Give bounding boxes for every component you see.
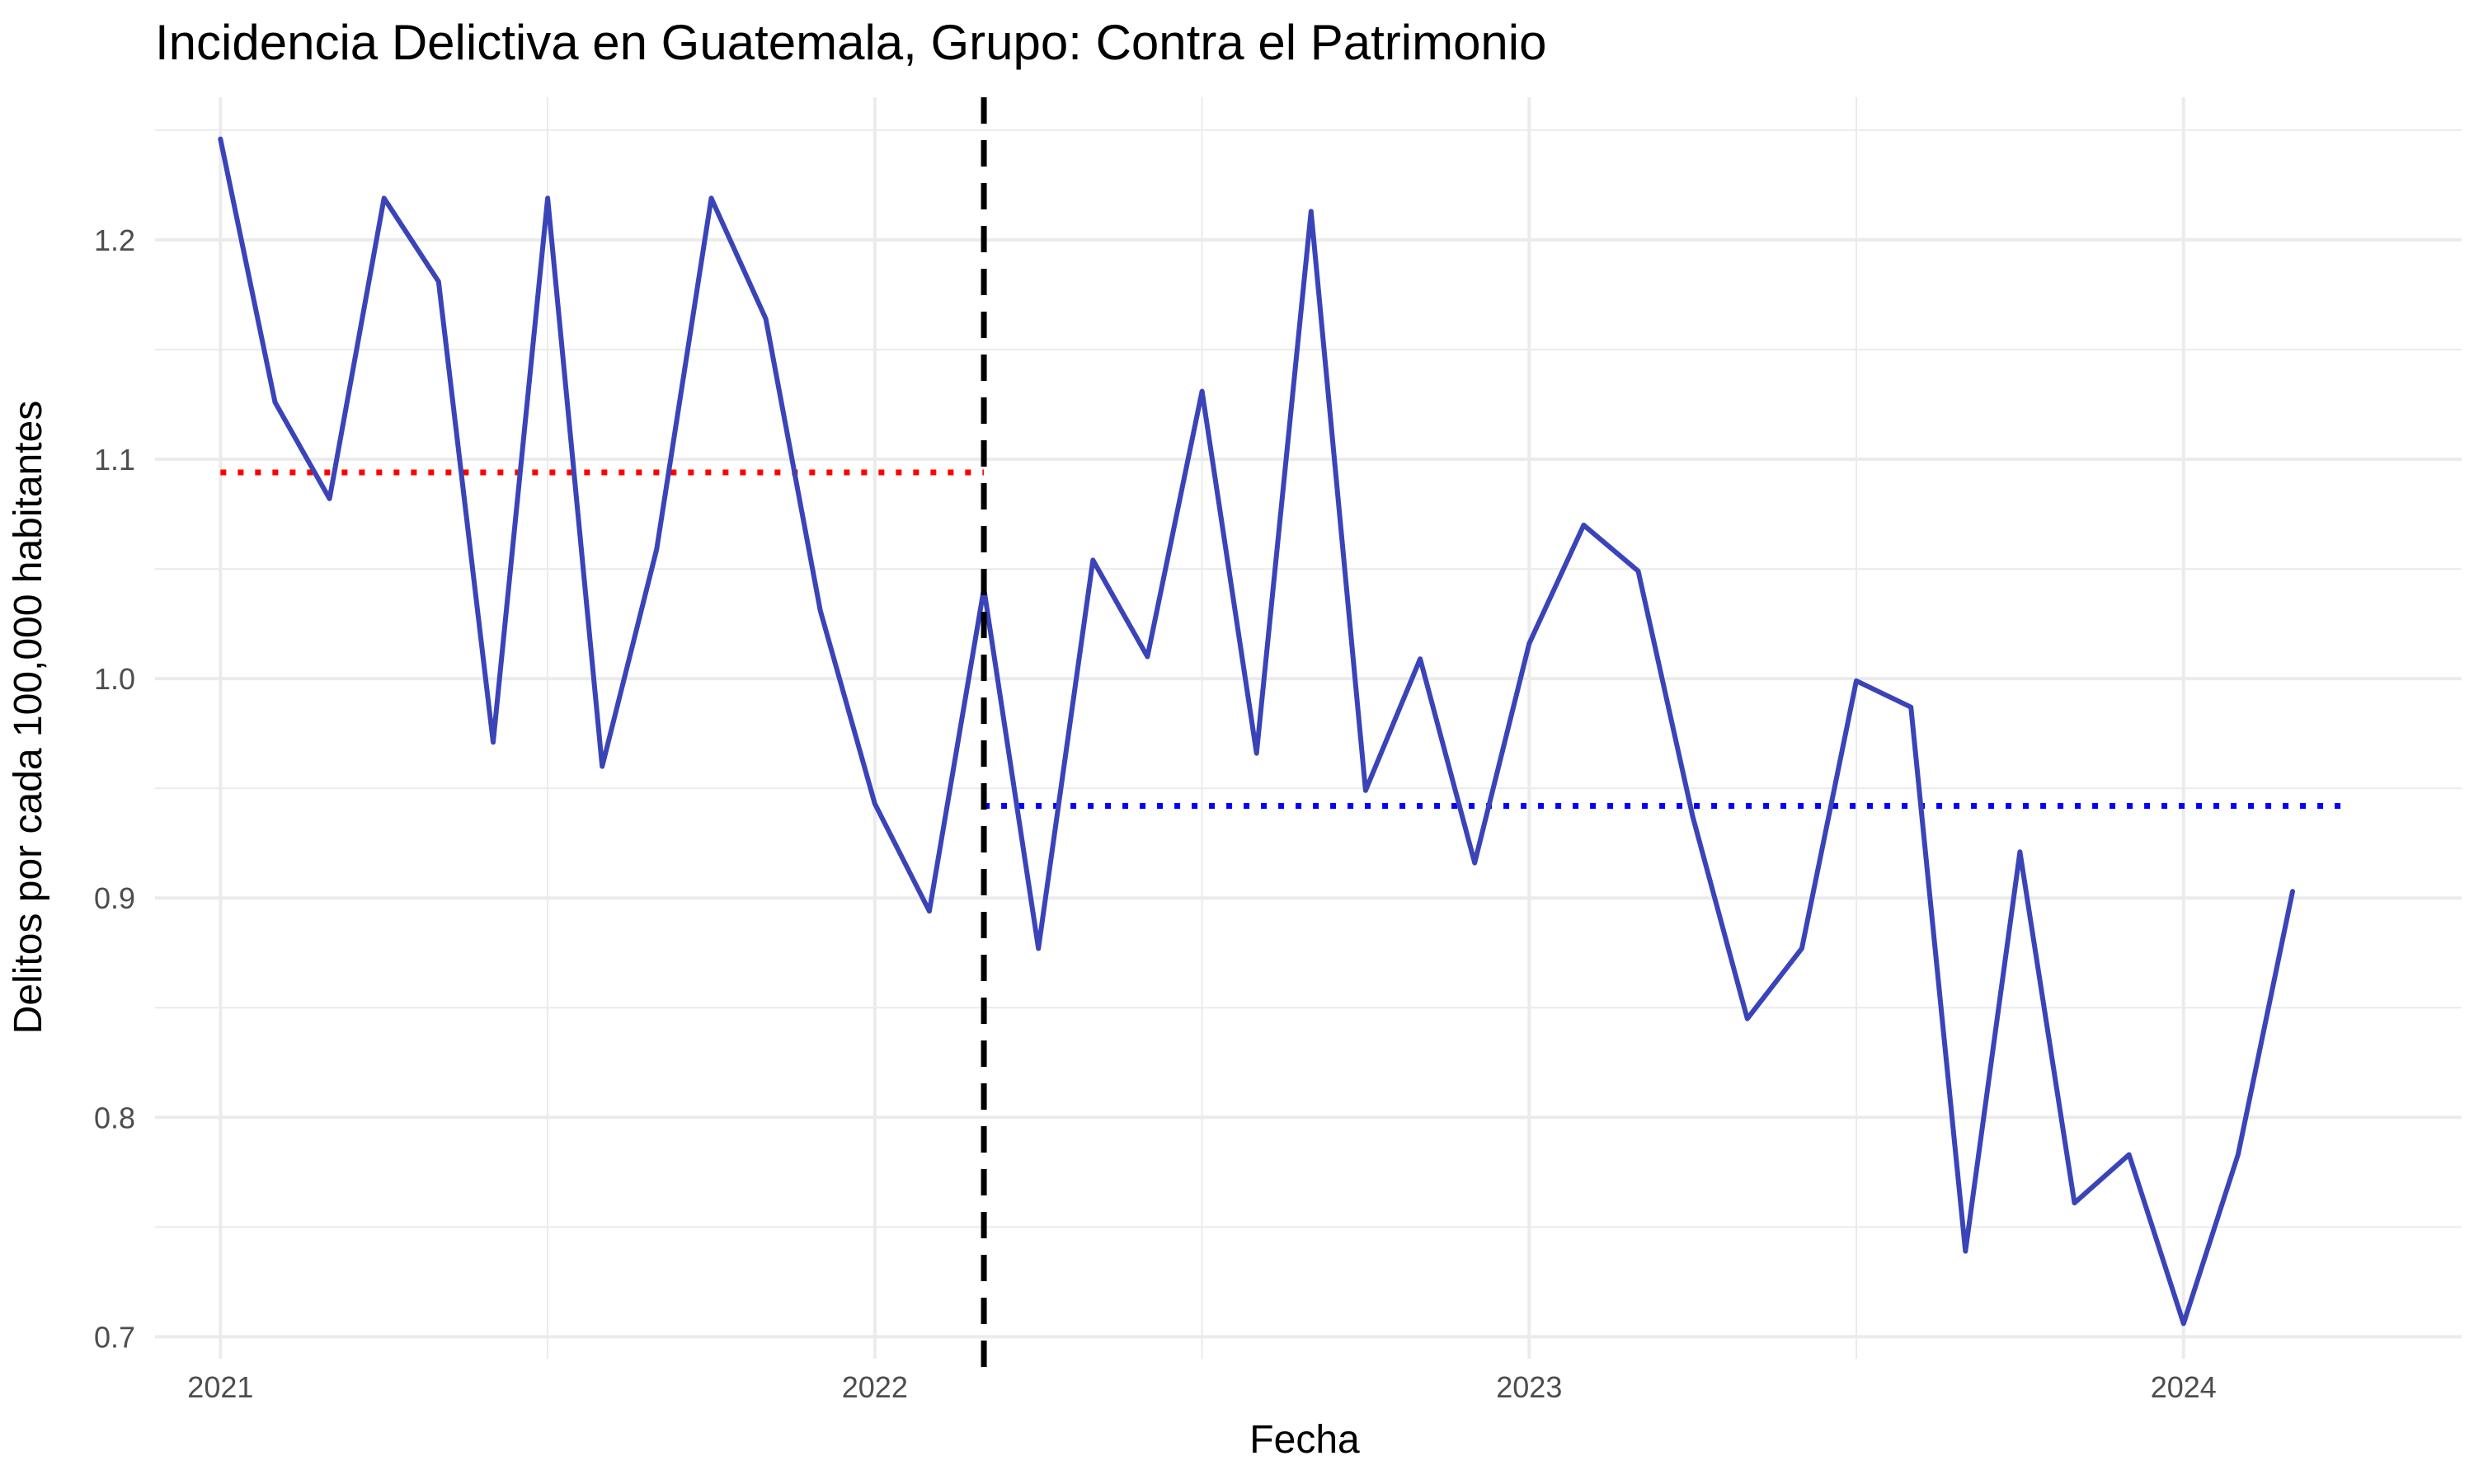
y-tick-label: 1.1 [94,443,135,477]
chart-title: Incidencia Delictiva en Guatemala, Grupo… [155,15,1547,70]
tick-labels: 0.7 0.8 0.9 1.0 1.1 1.2 2021 2022 2023 2024 [94,223,2217,1404]
y-axis-title: Delitos por cada 100,000 habitantes [7,401,50,1035]
series [218,136,2295,1327]
grid [155,97,2462,1359]
series-line [218,136,2295,1327]
y-tick-label: 1.2 [94,223,135,257]
y-tick-label: 0.7 [94,1320,135,1354]
x-tick-label: 2023 [1496,1370,1562,1404]
y-tick-label: 1.0 [94,662,135,696]
x-axis-title: Fecha [1249,1418,1360,1462]
y-tick-label: 0.9 [94,881,135,915]
reference-lines [220,469,2348,809]
x-tick-label: 2024 [2151,1370,2217,1404]
y-tick-label: 0.8 [94,1101,135,1134]
x-tick-label: 2021 [187,1370,253,1404]
x-tick-label: 2022 [842,1370,908,1404]
